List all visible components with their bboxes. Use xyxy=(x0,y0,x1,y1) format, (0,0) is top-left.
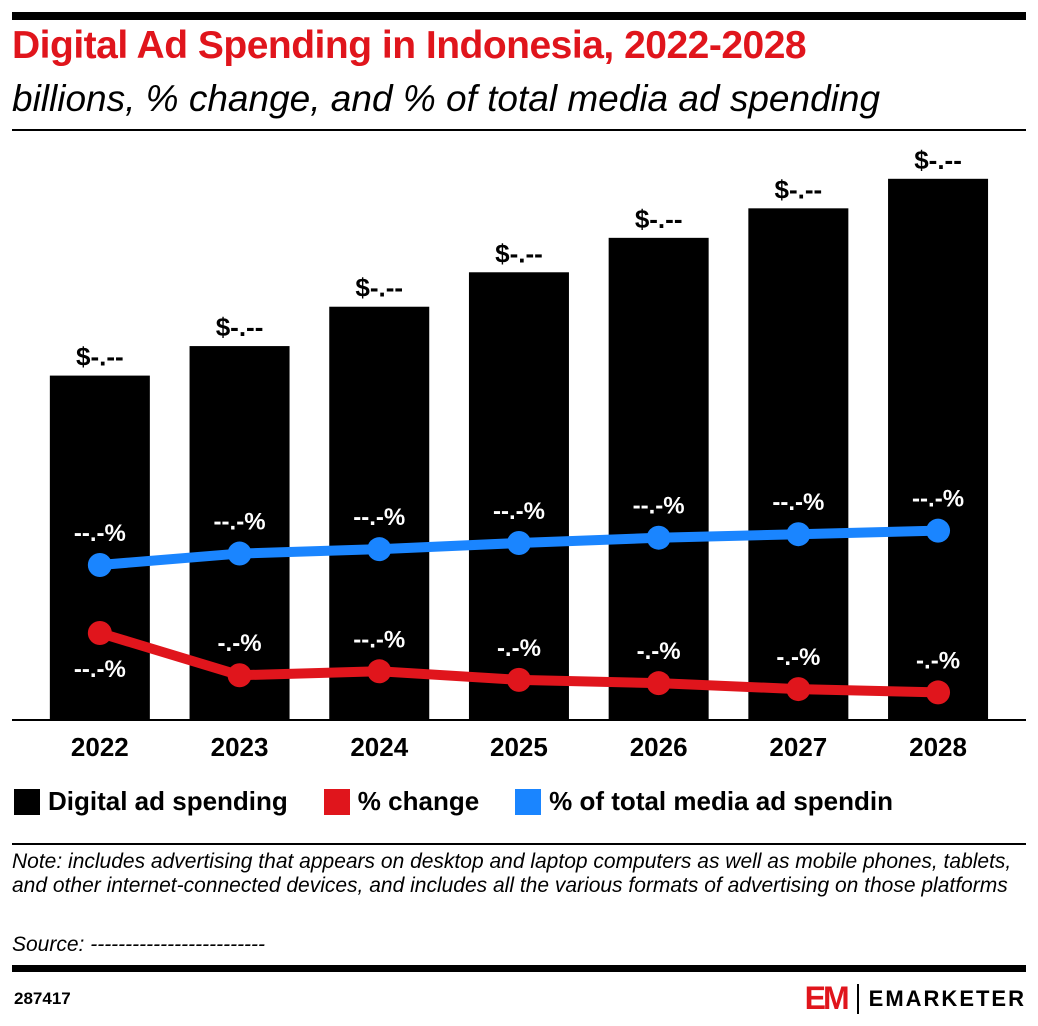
x-tick-2022: 2022 xyxy=(71,732,129,762)
bottom-rule xyxy=(12,965,1026,972)
brand-name: EMARKETER xyxy=(868,985,1026,1011)
share-point-2026 xyxy=(646,525,671,550)
change-label-2026: -.-% xyxy=(637,638,681,665)
share-label-2024: --.-% xyxy=(353,504,405,531)
change-point-2028 xyxy=(926,680,951,705)
bar-2026 xyxy=(608,237,709,720)
bar-label-2024: $-.-- xyxy=(355,273,403,303)
bar-label-2022: $-.-- xyxy=(76,342,124,372)
change-label-2022: --.-% xyxy=(74,656,126,683)
x-tick-2025: 2025 xyxy=(490,732,548,762)
change-point-2024 xyxy=(367,659,392,684)
chart-note: Note: includes advertising that appears … xyxy=(12,850,1012,897)
bar-2024 xyxy=(329,306,430,720)
change-label-2025: -.-% xyxy=(497,635,541,662)
legend: Digital ad spending % change % of total … xyxy=(14,786,929,817)
brand-separator xyxy=(856,983,859,1014)
bar-2027 xyxy=(748,208,849,720)
legend-label-share: % of total media ad spendin xyxy=(549,786,893,816)
chart-id: 287417 xyxy=(14,989,71,1008)
change-label-2024: --.-% xyxy=(353,626,405,653)
share-point-2025 xyxy=(506,531,531,555)
share-point-2023 xyxy=(227,541,252,566)
share-label-2025: --.-% xyxy=(493,498,545,525)
legend-swatch-share xyxy=(515,788,542,815)
change-point-2025 xyxy=(506,667,531,692)
legend-item-change: % change xyxy=(323,786,480,817)
x-tick-2028: 2028 xyxy=(909,732,967,762)
share-label-2026: --.-% xyxy=(633,493,685,520)
share-label-2027: --.-% xyxy=(772,489,824,516)
share-point-2024 xyxy=(367,537,392,562)
bar-2023 xyxy=(189,346,290,720)
subtitle-rule xyxy=(12,129,1026,131)
emarketer-logo-icon: EM xyxy=(804,980,850,1016)
x-tick-2024: 2024 xyxy=(350,732,408,762)
bar-2022 xyxy=(49,375,150,720)
share-point-2027 xyxy=(786,522,811,547)
change-point-2027 xyxy=(786,677,811,702)
share-label-2028: --.-% xyxy=(912,486,964,513)
legend-label-change: % change xyxy=(357,786,480,816)
bar-label-2026: $-.-- xyxy=(635,204,683,234)
x-tick-2026: 2026 xyxy=(630,732,688,762)
legend-swatch-spending xyxy=(14,788,40,815)
share-point-2022 xyxy=(87,553,112,577)
share-label-2022: --.-% xyxy=(74,520,126,547)
change-label-2028: -.-% xyxy=(916,647,960,674)
change-label-2027: -.-% xyxy=(776,644,820,671)
chart-canvas: $-.-- $-.-- $-.-- $-.-- $-.-- $-.-- $-.-- --.-%… xyxy=(12,145,1026,762)
share-point-2028 xyxy=(926,518,951,543)
top-rule xyxy=(12,12,1026,20)
bar-2025 xyxy=(468,272,569,720)
bar-label-2028: $-.-- xyxy=(914,145,962,175)
change-point-2026 xyxy=(646,671,671,696)
bar-label-2023: $-.-- xyxy=(216,312,264,342)
brand: EM EMARKETER xyxy=(805,980,1026,1017)
legend-swatch-change xyxy=(323,788,350,815)
x-tick-2027: 2027 xyxy=(769,732,827,762)
note-rule xyxy=(12,843,1026,845)
legend-item-share: % of total media ad spendin xyxy=(515,786,893,817)
legend-label-spending: Digital ad spending xyxy=(48,786,288,816)
share-label-2023: --.-% xyxy=(214,509,266,536)
chart-title: Digital Ad Spending in Indonesia, 2022-2… xyxy=(12,24,807,67)
bar-label-2025: $-.-- xyxy=(495,238,543,268)
change-point-2023 xyxy=(227,663,252,688)
change-point-2022 xyxy=(87,621,112,645)
bar-label-2027: $-.-- xyxy=(775,174,823,204)
x-tick-2023: 2023 xyxy=(211,732,269,762)
change-label-2023: -.-% xyxy=(218,630,262,657)
chart-subtitle: billions, % change, and % of total media… xyxy=(12,78,881,119)
bar-2028 xyxy=(888,178,989,721)
legend-item-spending: Digital ad spending xyxy=(14,786,288,817)
chart-source: Source: ------------------------- xyxy=(12,933,266,956)
